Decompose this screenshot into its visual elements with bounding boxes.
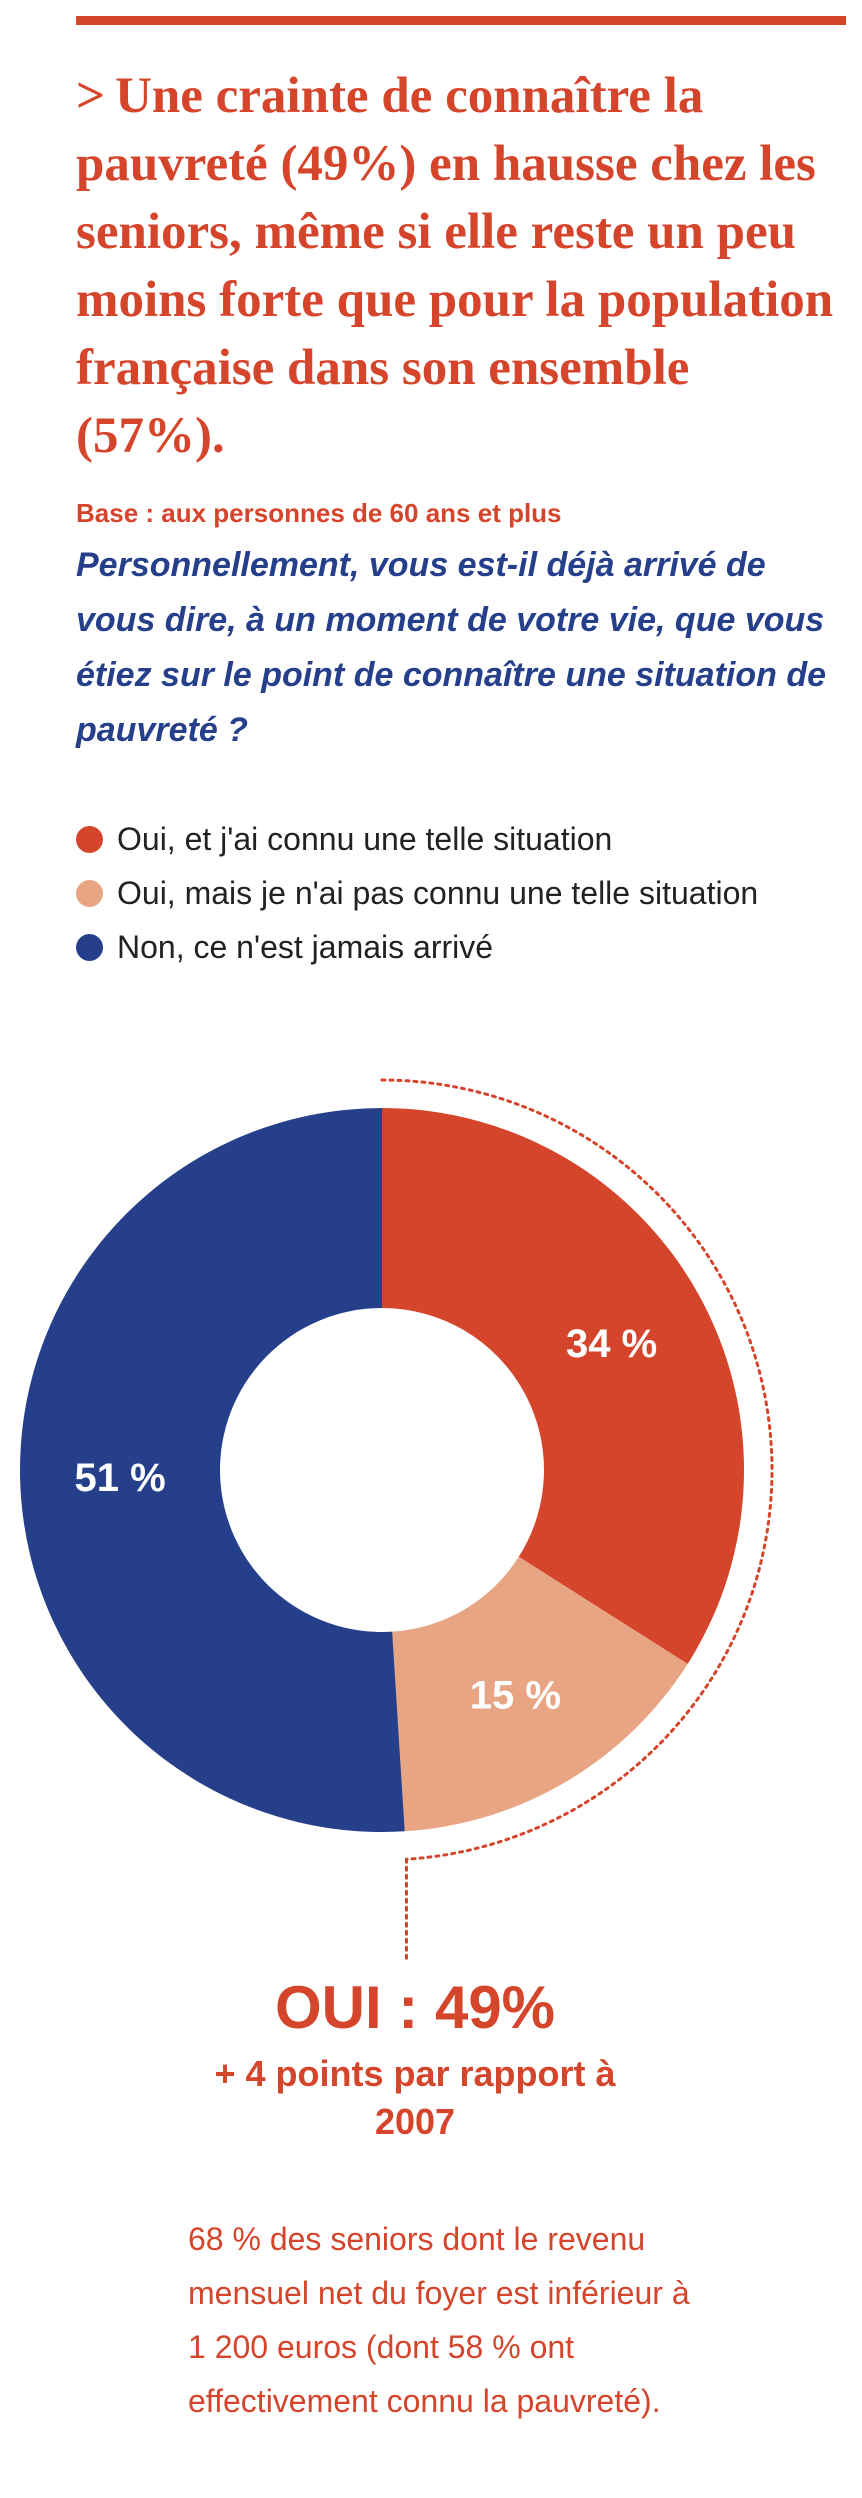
- footnote: 68 % des seniors dont le revenu mensuel …: [188, 2221, 690, 2419]
- legend-label: Oui, mais je n'ai pas connu une telle si…: [117, 874, 759, 911]
- slice-non: [20, 1108, 405, 1832]
- oui-summary: OUI : 49% + 4 points par rapport à 2007: [0, 1972, 830, 2146]
- donut-slices: [20, 1108, 744, 1832]
- legend-swatch: [76, 933, 103, 961]
- legend-label: Non, ce n'est jamais arrivé: [117, 928, 494, 965]
- legend-item-oui-pas-connu: Oui, mais je n'ai pas connu une telle si…: [76, 866, 758, 920]
- slice-label-34: 34 %: [566, 1322, 657, 1366]
- base-note: Base : aux personnes de 60 ans et plus: [76, 498, 562, 528]
- oui-total: OUI : 49%: [274, 1974, 556, 2041]
- donut-chart: 34 % 15 % 51 %: [20, 1078, 774, 1960]
- donut-slice-labels: 34 % 15 % 51 %: [75, 1322, 658, 1718]
- slice-oui-connu: [382, 1108, 744, 1664]
- slice-oui-pas-connu: [392, 1556, 688, 1832]
- slice-label-51: 51 %: [75, 1456, 166, 1500]
- oui-dotted-bracket: [380, 1078, 774, 1861]
- legend-label: Oui, et j'ai connu une telle situation: [117, 820, 613, 857]
- oui-delta: + 4 points par rapport à 2007: [214, 2053, 616, 2142]
- headline-text: Une crainte de connaître la pauvreté (49…: [76, 68, 834, 464]
- slice-label-15: 15 %: [470, 1674, 561, 1718]
- top-accent-bar: [76, 16, 846, 25]
- legend-item-oui-connu: Oui, et j'ai connu une telle situation: [76, 812, 758, 866]
- legend-swatch: [76, 879, 103, 907]
- headline: > Une crainte de connaître la pauvreté (4…: [76, 62, 836, 470]
- chart-legend: Oui, et j'ai connu une telle situation O…: [76, 812, 758, 974]
- legend-swatch: [76, 825, 103, 853]
- survey-question: Personnellement, vous est-il déjà arrivé…: [76, 546, 826, 749]
- legend-item-non: Non, ce n'est jamais arrivé: [76, 920, 758, 974]
- chevron-right-icon: >: [76, 68, 106, 124]
